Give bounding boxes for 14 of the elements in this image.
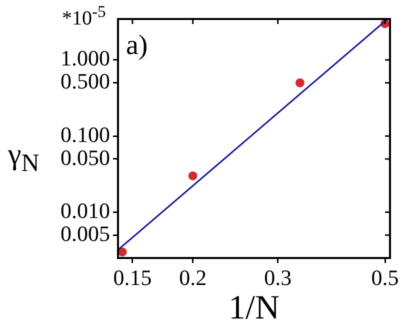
y-tick-label: 0.050 <box>60 144 110 170</box>
x-axis-title: 1/N <box>228 290 280 327</box>
y-tick-label: 0.005 <box>60 220 110 246</box>
y-tick-label: 0.010 <box>60 198 110 223</box>
x-tick-label: 0.2 <box>179 264 207 290</box>
x-tick-label: 0.15 <box>113 264 152 290</box>
annotation: a) <box>126 30 148 62</box>
x-tick-label: 0.5 <box>371 264 399 290</box>
y-tick-label: 1.000 <box>60 46 110 71</box>
y-axis-title: γ$_{N}$ <box>8 138 40 178</box>
y-tick-label: 0.500 <box>60 68 110 94</box>
y-tick-label: 0.100 <box>60 122 110 147</box>
text: *10$^{-5}$ <box>62 2 106 31</box>
x-tick-label: 0.3 <box>264 264 292 290</box>
